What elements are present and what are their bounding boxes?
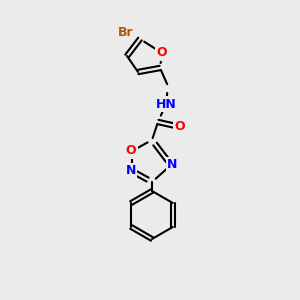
Text: HN: HN	[156, 98, 176, 110]
Text: O: O	[157, 46, 167, 59]
Text: O: O	[126, 145, 136, 158]
Text: O: O	[175, 119, 185, 133]
Text: Br: Br	[118, 26, 134, 38]
Text: N: N	[126, 164, 136, 178]
Text: N: N	[167, 158, 177, 172]
